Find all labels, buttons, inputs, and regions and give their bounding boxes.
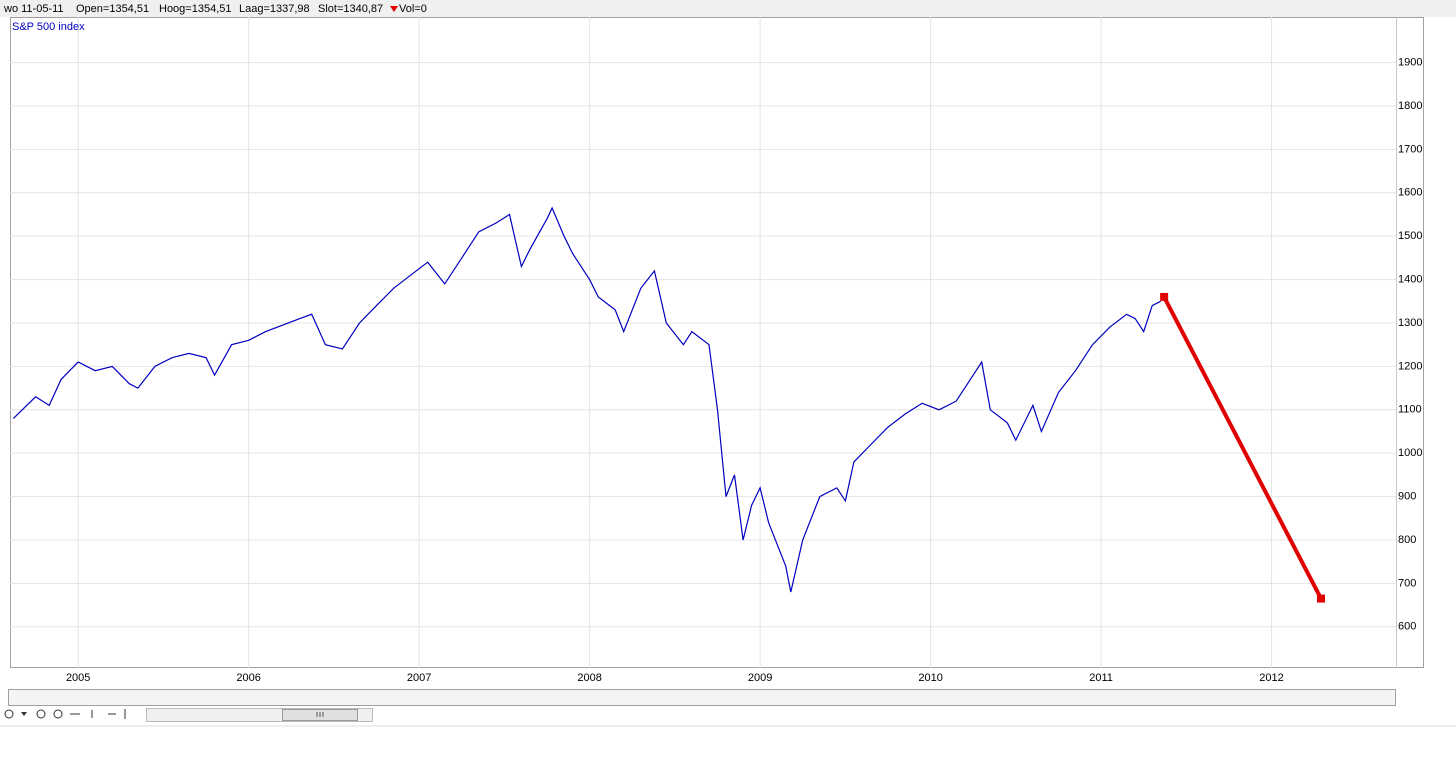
header-high: Hoog=1354,51 (159, 3, 231, 15)
plot-frame (10, 17, 1424, 668)
y-tick-label: 1500 (1398, 230, 1422, 242)
y-tick-label: 800 (1398, 534, 1416, 546)
x-tick-label: 2006 (236, 672, 260, 684)
series-line (1162, 295, 1323, 600)
header-date: wo 11-05-11 (3, 3, 64, 15)
x-tick-label: 2012 (1259, 672, 1283, 684)
x-tick-label: 2005 (66, 672, 90, 684)
y-tick-label: 1600 (1398, 187, 1422, 199)
y-tick-label: 1000 (1398, 447, 1422, 459)
y-tick-label: 600 (1398, 621, 1416, 633)
toolbar[interactable] (4, 708, 373, 722)
header-volume: Vol=0 (399, 3, 427, 15)
header-bar (0, 0, 1456, 17)
y-tick-label: 1200 (1398, 360, 1422, 372)
endpoint (1160, 292, 1169, 301)
y-tick-label: 1900 (1398, 56, 1422, 68)
y-tick-label: 900 (1398, 490, 1416, 502)
grid: 600 700 800 900 1000 1100 1200 1300 1400 1500 1600… (10, 17, 1422, 684)
legend-label: S&P 500 index (12, 21, 85, 33)
nav-icons[interactable] (70, 709, 126, 719)
x-tick-label: 2009 (748, 672, 772, 684)
x-tick-label: 2010 (918, 672, 942, 684)
y-tick-label: 1800 (1398, 100, 1422, 112)
series-line (12, 206, 1161, 593)
x-tick-label: 2008 (577, 672, 601, 684)
dropdown-icon[interactable] (21, 712, 27, 716)
y-tick-label: 1300 (1398, 317, 1422, 329)
y-tick-label: 1700 (1398, 143, 1422, 155)
marks: S&P 500 index (12, 21, 1325, 603)
endpoint (1316, 594, 1325, 603)
header-low: Laag=1337,98 (239, 3, 310, 15)
header-close: Slot=1340,87 (318, 3, 383, 15)
thumb-grip (316, 712, 324, 717)
header-open: Open=1354,51 (76, 3, 149, 15)
zoom-in-icon[interactable] (36, 709, 46, 719)
down-arrow (390, 6, 398, 12)
x-tick-label: 2011 (1089, 672, 1113, 684)
x-axis-strip (8, 689, 1396, 706)
x-tick-label: 2007 (407, 672, 431, 684)
y-tick-label: 700 (1398, 577, 1416, 589)
zoom-icon[interactable] (4, 709, 14, 719)
zoom-out-icon[interactable] (53, 709, 63, 719)
y-tick-label: 1400 (1398, 273, 1422, 285)
y-tick-label: 1100 (1398, 404, 1422, 416)
